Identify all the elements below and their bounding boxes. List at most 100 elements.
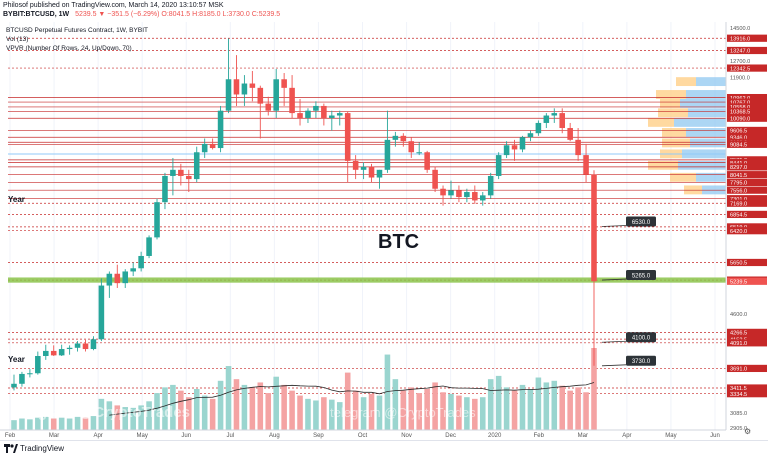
btc-annotation: BTC xyxy=(378,231,419,253)
volume-bar xyxy=(201,395,208,430)
x-tick-label: Mar xyxy=(578,433,588,439)
candle-body xyxy=(138,255,144,269)
price-tag-bg xyxy=(727,103,767,111)
volume-bar xyxy=(344,372,351,430)
volume-bar xyxy=(575,387,581,430)
price-tag-label: 13247.0 xyxy=(730,49,750,55)
volume-bar xyxy=(217,380,224,430)
candle-body xyxy=(11,383,17,388)
price-tag-label: 10090.0 xyxy=(730,116,750,122)
candle-body xyxy=(368,166,375,178)
x-tick-label: Mar xyxy=(49,433,59,439)
price-tag-label: 5650.5 xyxy=(730,261,747,267)
callout-pointer xyxy=(601,364,627,367)
candle-body xyxy=(170,169,176,176)
x-tick-label: Feb xyxy=(534,433,545,439)
candle-body xyxy=(90,339,97,350)
candle-body xyxy=(336,113,343,116)
volume-bar xyxy=(27,419,33,430)
volume-bar xyxy=(495,375,502,430)
candle-body xyxy=(519,137,526,150)
price-tag-label: 9606.5 xyxy=(730,129,747,135)
candle-body xyxy=(535,122,542,134)
candle-body xyxy=(297,113,303,118)
volume-bar xyxy=(178,390,184,430)
callout-label: 6530.0 xyxy=(632,220,651,226)
horizontal-levels xyxy=(8,37,726,395)
candle-body xyxy=(329,115,335,118)
x-tick-label: Jul xyxy=(226,433,234,439)
x-tick-label: May xyxy=(665,433,676,439)
candle-body xyxy=(154,202,160,238)
price-tick-label: 14500.0 xyxy=(730,26,750,32)
candle-body xyxy=(130,268,136,272)
candle-body xyxy=(392,135,399,140)
vpvr-bar-down xyxy=(660,99,680,108)
candle-body xyxy=(448,190,454,196)
price-callouts: 6530.0 5265.0 4100.0 3730.0 xyxy=(601,216,656,367)
volume-bar xyxy=(82,417,89,430)
volume-bar xyxy=(408,387,415,430)
candle-body xyxy=(456,190,462,198)
volume-bar xyxy=(559,385,565,430)
candle-body xyxy=(281,79,287,88)
price-tick-label: 3085.0 xyxy=(730,411,747,417)
price-tag-bg xyxy=(727,140,767,148)
price-tag-bg xyxy=(727,159,767,167)
callout-pointer xyxy=(601,278,627,281)
volume-bar xyxy=(368,393,375,430)
price-tag-bg xyxy=(727,163,767,171)
candle-body xyxy=(527,133,534,138)
watermark-left: telegram @CryptoTrades xyxy=(12,404,190,421)
settings-icon[interactable]: ⚙ xyxy=(744,427,752,436)
chart[interactable]: BTCUSD Perpetual Futures Contract, 1W, B… xyxy=(0,22,768,440)
candle-body xyxy=(464,192,470,198)
vpvr-bar-up xyxy=(696,172,726,182)
candle-body xyxy=(241,83,248,95)
vpvr-bar-down xyxy=(658,108,688,118)
candle-body xyxy=(289,87,295,114)
volume-bar xyxy=(384,354,391,430)
vpvr-bar-down xyxy=(676,77,696,87)
overlays: BTCUSD Perpetual Futures Contract, 1W, B… xyxy=(6,27,476,421)
volume-bar xyxy=(209,398,216,430)
price-tick-label: 4600.0 xyxy=(730,312,747,318)
x-tick-label: May xyxy=(137,433,148,439)
volume-bar xyxy=(281,384,287,430)
vpvr-bar-down xyxy=(670,172,696,182)
price-tag-bg xyxy=(727,199,767,207)
candle-body xyxy=(74,343,81,348)
candle-body xyxy=(106,273,113,286)
price-tag-label: 4266.5 xyxy=(730,331,747,337)
candle-body xyxy=(249,83,256,88)
callout-box xyxy=(626,332,656,343)
price-tag-label: 7556.0 xyxy=(730,188,747,194)
candle-body xyxy=(58,349,65,356)
volume-bar xyxy=(543,382,550,430)
volume-bar xyxy=(448,393,454,430)
volume-bar xyxy=(352,390,359,430)
volume-bar xyxy=(503,387,510,430)
volume-bar xyxy=(456,395,462,430)
price-tag-bg xyxy=(727,339,767,347)
volume-bar xyxy=(265,393,272,430)
price-tag-label: 10368.5 xyxy=(730,110,750,116)
volume-bar xyxy=(98,398,105,430)
callout-box xyxy=(626,355,656,366)
volume-ma xyxy=(109,382,595,416)
x-tick-label: Apr xyxy=(622,433,631,439)
price-tick-label: 2905.0 xyxy=(730,426,747,432)
volume-bar xyxy=(487,379,494,430)
volume-bar xyxy=(400,390,407,430)
volume-bars xyxy=(11,348,597,430)
price-tag-label: 7795.0 xyxy=(730,181,747,187)
vpvr-bar-up xyxy=(690,138,726,148)
price-tag-bg xyxy=(727,34,767,42)
vpvr-bar-up xyxy=(678,160,726,170)
legend-vol: Vol (13) xyxy=(6,36,28,43)
candle-body xyxy=(591,174,597,282)
candle-body xyxy=(559,113,565,129)
price-tag-label: 3691.0 xyxy=(730,367,747,373)
price-tag-label: 4091.0 xyxy=(730,341,747,347)
ohlc-values: 5239.5 ▼ −351.5 (−6.29%) O:8041.5 H:8185… xyxy=(75,11,281,18)
